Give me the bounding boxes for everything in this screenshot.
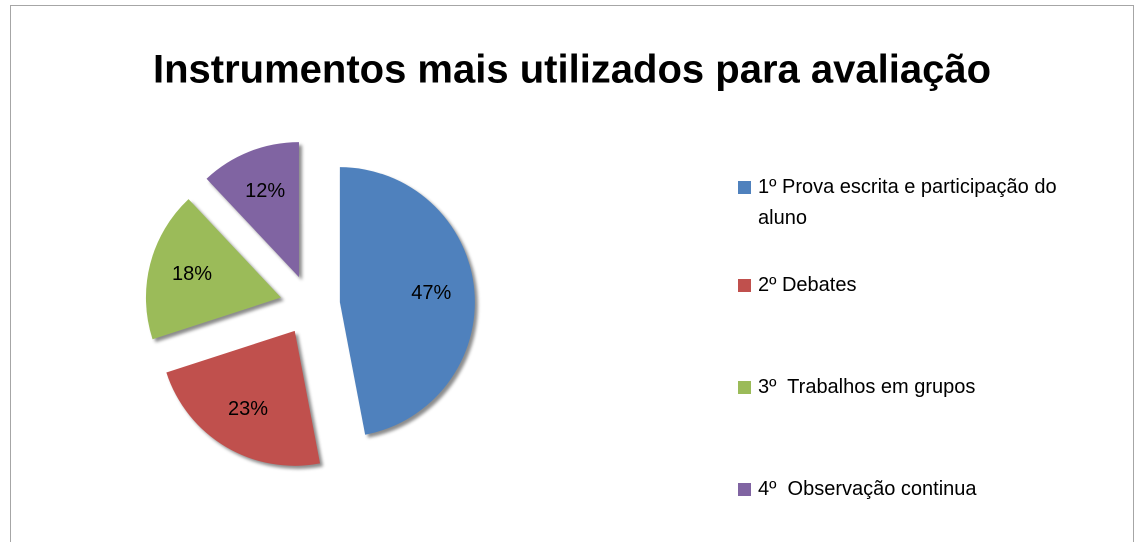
- data-label: 18%: [172, 263, 212, 285]
- legend-swatch: [738, 279, 751, 292]
- data-label: 23%: [228, 398, 268, 420]
- legend-swatch: [738, 181, 751, 194]
- legend-swatch: [738, 381, 751, 394]
- legend-label: 1º Prova escrita e participação do aluno: [758, 176, 1063, 229]
- pie-slice: [166, 330, 321, 466]
- legend-label: 4º Observação continua: [758, 478, 977, 500]
- legend-swatch: [738, 483, 751, 496]
- pie-slice: [339, 167, 475, 435]
- data-label: 12%: [245, 180, 285, 202]
- chart-title: Instrumentos mais utilizados para avalia…: [153, 48, 991, 92]
- data-label: 47%: [411, 282, 451, 304]
- pie-slice: [206, 142, 299, 278]
- legend-label: 3º Trabalhos em grupos: [758, 376, 976, 398]
- pie-slice: [145, 199, 281, 340]
- legend-label: 2º Debates: [758, 274, 857, 296]
